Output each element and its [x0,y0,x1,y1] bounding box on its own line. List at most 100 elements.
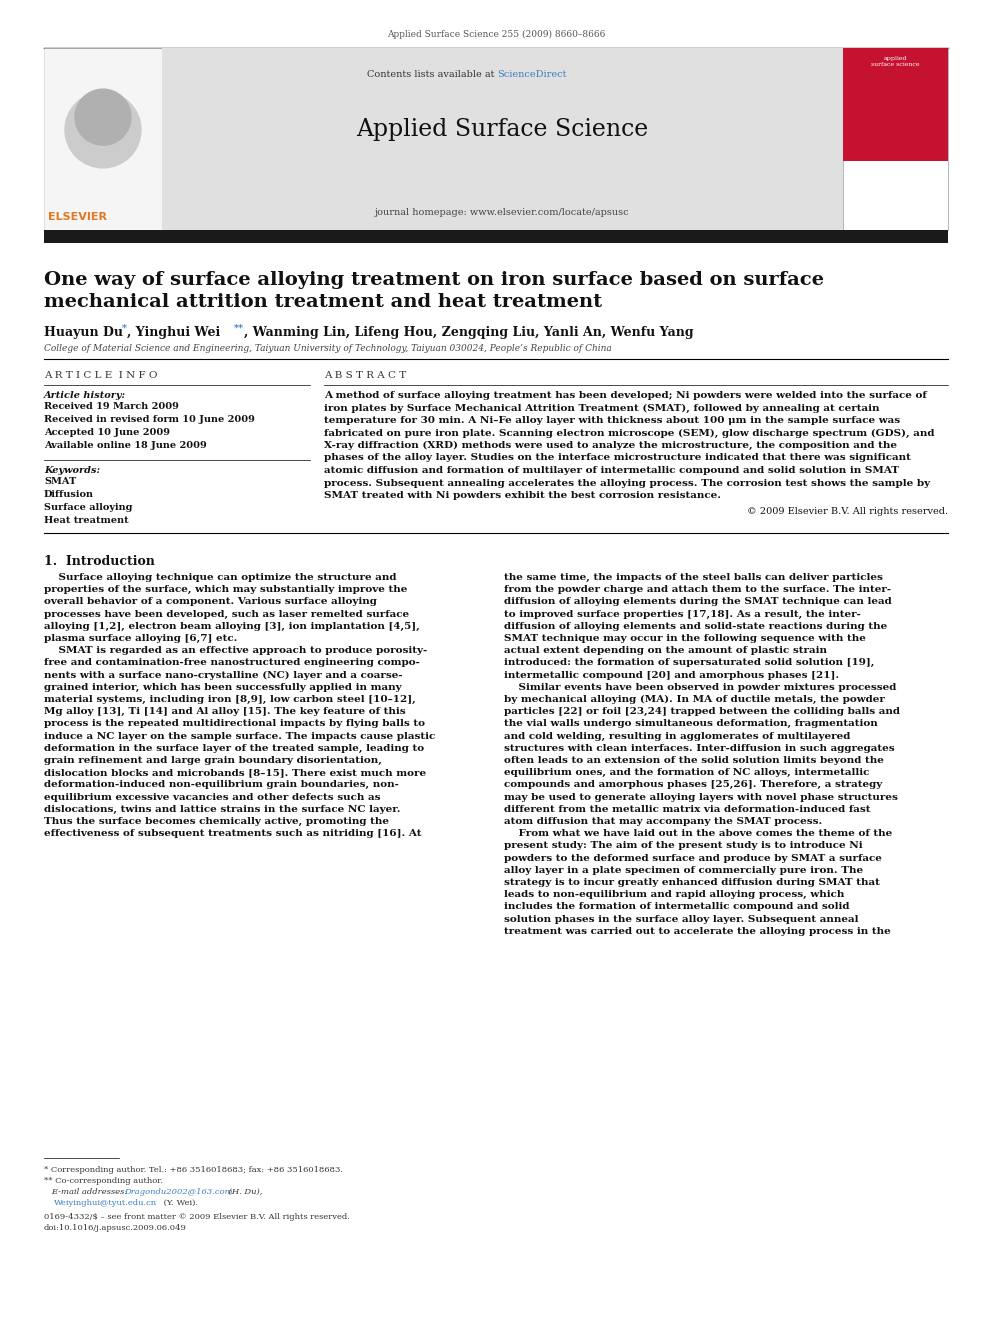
Text: atomic diffusion and formation of multilayer of intermetallic compound and solid: atomic diffusion and formation of multil… [324,466,899,475]
Text: Surface alloying: Surface alloying [44,503,133,512]
Circle shape [75,89,131,146]
Text: mechanical attrition treatment and heat treatment: mechanical attrition treatment and heat … [44,292,602,311]
Text: equilibrium excessive vacancies and other defects such as: equilibrium excessive vacancies and othe… [44,792,381,802]
Text: induce a NC layer on the sample surface. The impacts cause plastic: induce a NC layer on the sample surface.… [44,732,435,741]
Text: SMAT is regarded as an effective approach to produce porosity-: SMAT is regarded as an effective approac… [44,646,428,655]
Text: phases of the alloy layer. Studies on the interface microstructure indicated tha: phases of the alloy layer. Studies on th… [324,454,911,463]
Text: equilibrium ones, and the formation of NC alloys, intermetallic: equilibrium ones, and the formation of N… [504,769,869,777]
Text: Applied Surface Science 255 (2009) 8660–8666: Applied Surface Science 255 (2009) 8660–… [387,30,605,40]
Text: E-mail addresses:: E-mail addresses: [44,1188,130,1196]
Bar [162,48,843,230]
Text: includes the formation of intermetallic compound and solid: includes the formation of intermetallic … [504,902,849,912]
Text: * Corresponding author. Tel.: +86 3516018683; fax: +86 3516018683.: * Corresponding author. Tel.: +86 351601… [44,1166,343,1174]
Text: compounds and amorphous phases [25,26]. Therefore, a strategy: compounds and amorphous phases [25,26]. … [504,781,882,790]
Text: Applied Surface Science: Applied Surface Science [356,118,649,142]
Text: SMAT technique may occur in the following sequence with the: SMAT technique may occur in the followin… [504,634,866,643]
Text: Surface alloying technique can optimize the structure and: Surface alloying technique can optimize … [44,573,397,582]
Text: structures with clean interfaces. Inter-diffusion in such aggregates: structures with clean interfaces. Inter-… [504,744,895,753]
Text: A R T I C L E  I N F O: A R T I C L E I N F O [44,370,158,380]
Text: diffusion of alloying elements during the SMAT technique can lead: diffusion of alloying elements during th… [504,598,892,606]
Text: College of Material Science and Engineering, Taiyuan University of Technology, T: College of Material Science and Engineer… [44,344,612,353]
Text: plasma surface alloying [6,7] etc.: plasma surface alloying [6,7] etc. [44,634,237,643]
Text: to improved surface properties [17,18]. As a result, the inter-: to improved surface properties [17,18]. … [504,610,861,619]
Text: SMAT treated with Ni powders exhibit the best corrosion resistance.: SMAT treated with Ni powders exhibit the… [324,491,721,500]
Text: doi:10.1016/j.apsusc.2009.06.049: doi:10.1016/j.apsusc.2009.06.049 [44,1224,186,1232]
Text: strategy is to incur greatly enhanced diffusion during SMAT that: strategy is to incur greatly enhanced di… [504,878,880,886]
Text: (Y. Wei).: (Y. Wei). [161,1199,198,1207]
Text: effectiveness of subsequent treatments such as nitriding [16]. At: effectiveness of subsequent treatments s… [44,830,422,839]
Text: solution phases in the surface alloy layer. Subsequent anneal: solution phases in the surface alloy lay… [504,914,858,923]
Text: Heat treatment: Heat treatment [44,516,129,525]
Text: and cold welding, resulting in agglomerates of multilayered: and cold welding, resulting in agglomera… [504,732,850,741]
Text: diffusion of alloying elements and solid-state reactions during the: diffusion of alloying elements and solid… [504,622,887,631]
Text: iron plates by Surface Mechanical Attrition Treatment (SMAT), followed by anneal: iron plates by Surface Mechanical Attrit… [324,404,880,413]
Text: SMAT: SMAT [44,478,76,486]
Text: Keywords:: Keywords: [44,466,100,475]
Text: Accepted 10 June 2009: Accepted 10 June 2009 [44,429,170,437]
Text: applied
surface science: applied surface science [871,56,920,66]
Text: from the powder charge and attach them to the surface. The inter-: from the powder charge and attach them t… [504,585,891,594]
Text: processes have been developed, such as laser remelted surface: processes have been developed, such as l… [44,610,409,619]
Text: particles [22] or foil [23,24] trapped between the colliding balls and: particles [22] or foil [23,24] trapped b… [504,708,900,716]
Text: actual extent depending on the amount of plastic strain: actual extent depending on the amount of… [504,646,827,655]
Text: process. Subsequent annealing accelerates the alloying process. The corrosion te: process. Subsequent annealing accelerate… [324,479,930,487]
Text: ** Co-corresponding author.: ** Co-corresponding author. [44,1177,163,1185]
Text: journal homepage: www.elsevier.com/locate/apsusc: journal homepage: www.elsevier.com/locat… [375,208,630,217]
Text: Available online 18 June 2009: Available online 18 June 2009 [44,441,206,450]
Text: different from the metallic matrix via deformation-induced fast: different from the metallic matrix via d… [504,804,871,814]
Text: Received 19 March 2009: Received 19 March 2009 [44,402,179,411]
Text: Similar events have been observed in powder mixtures processed: Similar events have been observed in pow… [504,683,897,692]
Text: dislocations, twins and lattice strains in the surface NC layer.: dislocations, twins and lattice strains … [44,804,401,814]
Bar [44,230,948,243]
Text: ELSEVIER: ELSEVIER [48,212,107,222]
Text: alloying [1,2], electron beam alloying [3], ion implantation [4,5],: alloying [1,2], electron beam alloying [… [44,622,420,631]
Text: leads to non-equilibrium and rapid alloying process, which: leads to non-equilibrium and rapid alloy… [504,890,844,900]
Text: Weiyinghui@tyut.edu.cn: Weiyinghui@tyut.edu.cn [54,1199,157,1207]
Text: temperature for 30 min. A Ni–Fe alloy layer with thickness about 100 μm in the s: temperature for 30 min. A Ni–Fe alloy la… [324,415,900,425]
Text: atom diffusion that may accompany the SMAT process.: atom diffusion that may accompany the SM… [504,818,822,826]
Text: 1.  Introduction: 1. Introduction [44,556,155,568]
Text: process is the repeated multidirectional impacts by flying balls to: process is the repeated multidirectional… [44,720,425,729]
Text: often leads to an extension of the solid solution limits beyond the: often leads to an extension of the solid… [504,755,884,765]
Text: Huayun Du: Huayun Du [44,325,123,339]
Bar [843,48,948,230]
Text: alloy layer in a plate specimen of commercially pure iron. The: alloy layer in a plate specimen of comme… [504,865,863,875]
Text: grain refinement and large grain boundary disorientation,: grain refinement and large grain boundar… [44,755,382,765]
Text: Article history:: Article history: [44,392,126,400]
Text: Received in revised form 10 June 2009: Received in revised form 10 June 2009 [44,415,255,423]
Text: may be used to generate alloying layers with novel phase structures: may be used to generate alloying layers … [504,792,898,802]
Text: intermetallic compound [20] and amorphous phases [21].: intermetallic compound [20] and amorphou… [504,671,839,680]
Text: nents with a surface nano-crystalline (NC) layer and a coarse-: nents with a surface nano-crystalline (N… [44,671,403,680]
Text: present study: The aim of the present study is to introduce Ni: present study: The aim of the present st… [504,841,863,851]
Text: properties of the surface, which may substantially improve the: properties of the surface, which may sub… [44,585,408,594]
Text: Diffusion: Diffusion [44,490,94,499]
Text: by mechanical alloying (MA). In MA of ductile metals, the powder: by mechanical alloying (MA). In MA of du… [504,695,885,704]
Text: deformation in the surface layer of the treated sample, leading to: deformation in the surface layer of the … [44,744,425,753]
Text: Dragondu2002@163.com: Dragondu2002@163.com [124,1188,233,1196]
Text: **: ** [234,324,244,333]
Text: material systems, including iron [8,9], low carbon steel [10–12],: material systems, including iron [8,9], … [44,695,416,704]
Text: From what we have laid out in the above comes the theme of the: From what we have laid out in the above … [504,830,892,839]
Text: , Wanming Lin, Lifeng Hou, Zengqing Liu, Yanli An, Wenfu Yang: , Wanming Lin, Lifeng Hou, Zengqing Liu,… [244,325,693,339]
Text: Contents lists available at: Contents lists available at [367,70,498,79]
Text: A method of surface alloying treatment has been developed; Ni powders were welde: A method of surface alloying treatment h… [324,392,927,400]
Text: introduced: the formation of supersaturated solid solution [19],: introduced: the formation of supersatura… [504,659,874,667]
Text: overall behavior of a component. Various surface alloying: overall behavior of a component. Various… [44,598,377,606]
Text: free and contamination-free nanostructured engineering compo-: free and contamination-free nanostructur… [44,659,420,667]
Text: 0169-4332/$ – see front matter © 2009 Elsevier B.V. All rights reserved.: 0169-4332/$ – see front matter © 2009 El… [44,1213,350,1221]
Text: powders to the deformed surface and produce by SMAT a surface: powders to the deformed surface and prod… [504,853,882,863]
Text: A B S T R A C T: A B S T R A C T [324,370,407,380]
Text: One way of surface alloying treatment on iron surface based on surface: One way of surface alloying treatment on… [44,271,824,288]
Circle shape [65,91,141,168]
Bar [44,48,162,230]
Text: dislocation blocks and microbands [8–15]. There exist much more: dislocation blocks and microbands [8–15]… [44,769,427,777]
Text: deformation-induced non-equilibrium grain boundaries, non-: deformation-induced non-equilibrium grai… [44,781,399,790]
Text: (H. Du),: (H. Du), [226,1188,262,1196]
Text: , Yinghui Wei: , Yinghui Wei [127,325,220,339]
Text: treatment was carried out to accelerate the alloying process in the: treatment was carried out to accelerate … [504,927,891,935]
Text: © 2009 Elsevier B.V. All rights reserved.: © 2009 Elsevier B.V. All rights reserved… [747,508,948,516]
Text: *: * [122,324,127,333]
Text: Mg alloy [13], Ti [14] and Al alloy [15]. The key feature of this: Mg alloy [13], Ti [14] and Al alloy [15]… [44,708,406,716]
Text: grained interior, which has been successfully applied in many: grained interior, which has been success… [44,683,402,692]
Text: X-ray diffraction (XRD) methods were used to analyze the microstructure, the com: X-ray diffraction (XRD) methods were use… [324,441,897,450]
